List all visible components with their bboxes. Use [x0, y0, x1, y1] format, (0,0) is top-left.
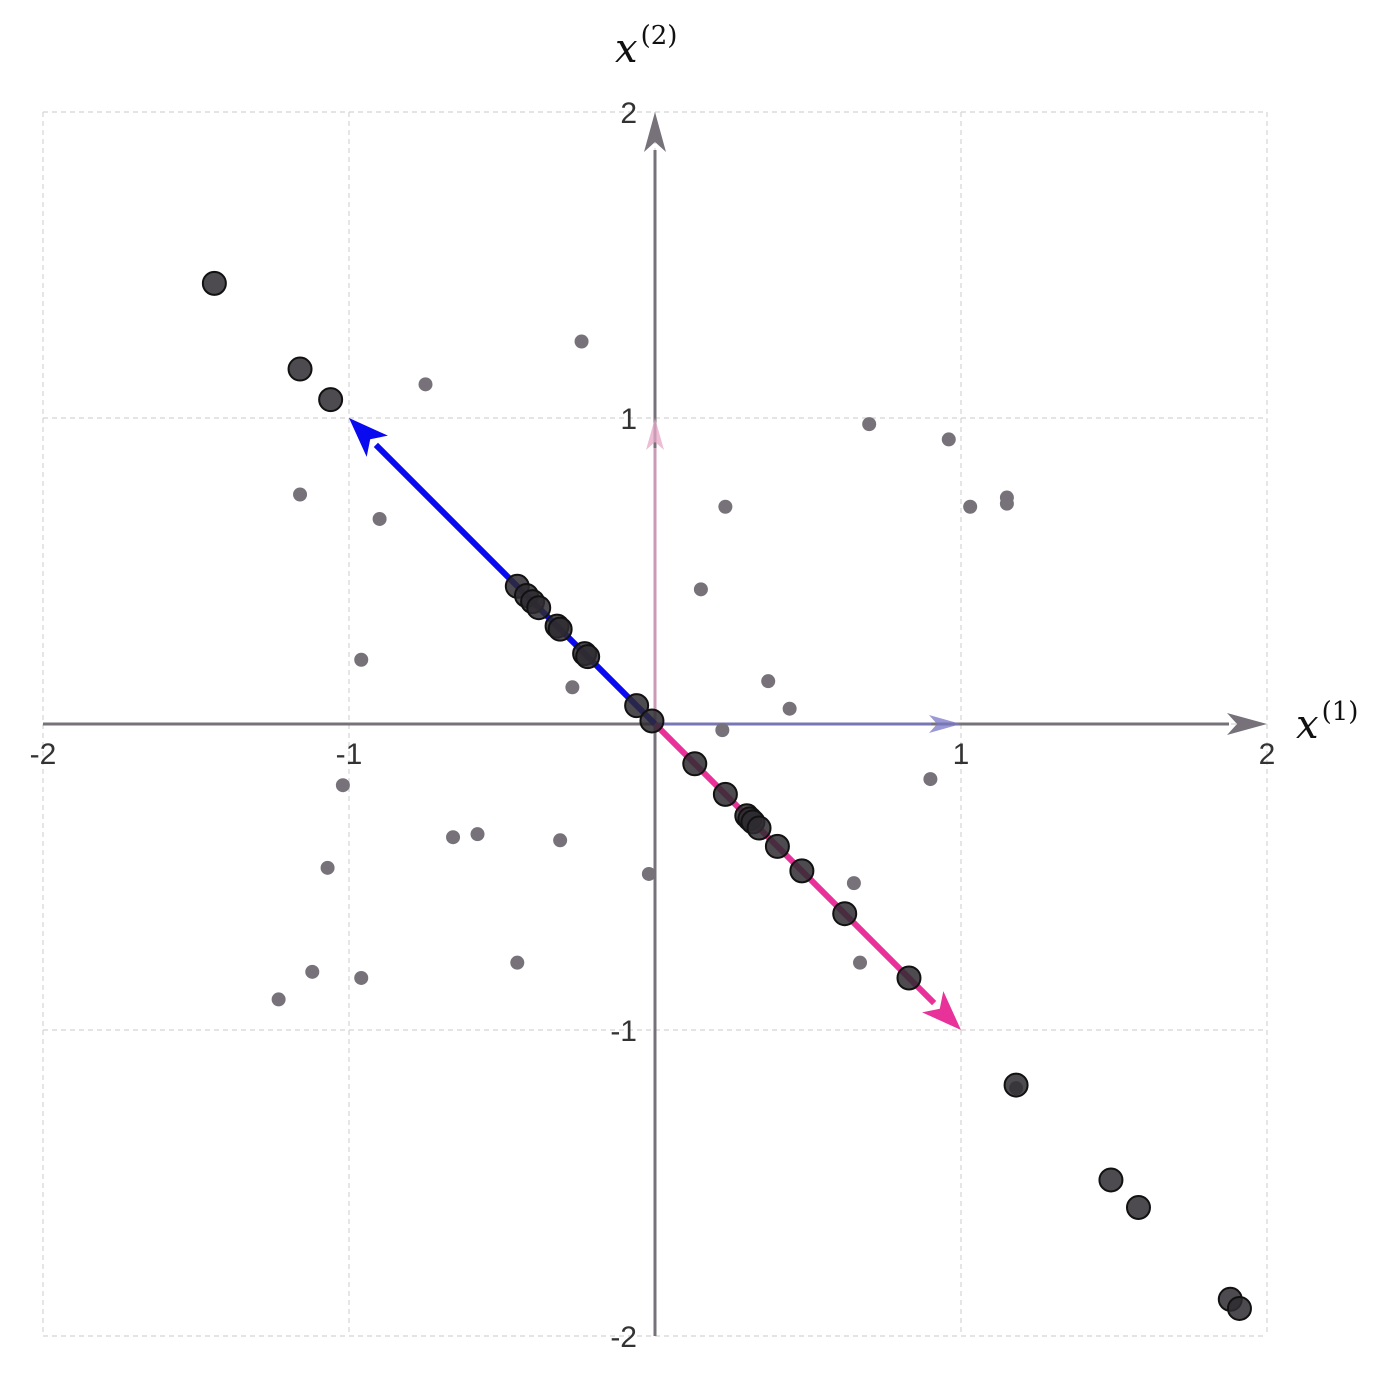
y-axis	[644, 112, 666, 1336]
vector-blue	[349, 418, 658, 727]
projected-point	[201, 270, 227, 296]
projected-points	[201, 270, 1252, 1321]
axes	[43, 112, 1267, 1336]
x-axis	[43, 713, 1267, 735]
basis-vector-y-head	[646, 418, 664, 450]
vector-blue-head	[349, 418, 388, 457]
raw-point	[553, 833, 568, 848]
raw-point	[320, 860, 335, 875]
y-axis-label: x (2)	[615, 21, 677, 72]
raw-point	[641, 866, 656, 881]
raw-point	[305, 964, 320, 979]
projected-point	[896, 965, 922, 991]
x-tick-label: -1	[336, 738, 363, 771]
raw-point	[354, 652, 369, 667]
projected-point	[624, 693, 650, 719]
projected-point	[1003, 1072, 1029, 1098]
basis-vector-x	[655, 715, 961, 733]
projected-point	[1226, 1295, 1252, 1321]
projected-point	[682, 751, 708, 777]
raw-point	[853, 955, 868, 970]
basis-vector-y	[646, 418, 664, 724]
raw-point	[293, 487, 308, 502]
raw-point	[354, 970, 369, 985]
vector-pink-head	[922, 991, 961, 1030]
raw-point	[715, 723, 730, 738]
raw-point	[418, 377, 433, 392]
raw-point	[335, 778, 350, 793]
y-tick-label: -1	[610, 1015, 637, 1048]
raw-point	[470, 827, 485, 842]
raw-points	[271, 334, 1024, 1096]
raw-point	[565, 680, 580, 695]
projected-point	[789, 858, 815, 884]
projected-point	[1098, 1167, 1124, 1193]
projected-point	[318, 387, 344, 413]
projected-point	[547, 616, 573, 642]
y-tick-label: 2	[620, 97, 637, 130]
projected-point	[287, 356, 313, 382]
raw-point	[372, 511, 387, 526]
projected-point	[575, 644, 601, 670]
raw-point	[693, 582, 708, 597]
raw-point	[999, 496, 1014, 511]
raw-point	[271, 992, 286, 1007]
y-tick-label: 1	[620, 403, 637, 436]
raw-point	[761, 674, 776, 689]
projected-point	[764, 833, 790, 859]
projected-point	[712, 781, 738, 807]
projected-point	[1125, 1194, 1151, 1220]
raw-point	[862, 417, 877, 432]
projected-point	[526, 595, 552, 621]
projected-point	[746, 815, 772, 841]
raw-point	[941, 432, 956, 447]
raw-point	[963, 499, 978, 514]
projected-point	[639, 708, 665, 734]
labels: -2 -1 1 2 2 1 -1 -2 x (1) x (2)	[30, 21, 1359, 1354]
raw-point	[574, 334, 589, 349]
raw-point	[718, 499, 733, 514]
x-axis-label: x (1)	[1296, 697, 1358, 748]
raw-point	[782, 701, 797, 716]
basis-vector-x-head	[929, 715, 961, 733]
raw-point	[846, 876, 861, 891]
x-tick-label: -2	[30, 738, 57, 771]
projected-point	[832, 901, 858, 927]
raw-point	[446, 830, 461, 845]
raw-point	[923, 772, 938, 787]
basis-vectors	[646, 418, 961, 733]
x-tick-label: 2	[1259, 738, 1276, 771]
y-axis-head	[644, 112, 666, 152]
raw-point	[510, 955, 525, 970]
x-axis-head	[1227, 713, 1267, 735]
y-tick-label: -2	[610, 1321, 637, 1354]
x-tick-label: 1	[953, 738, 970, 771]
